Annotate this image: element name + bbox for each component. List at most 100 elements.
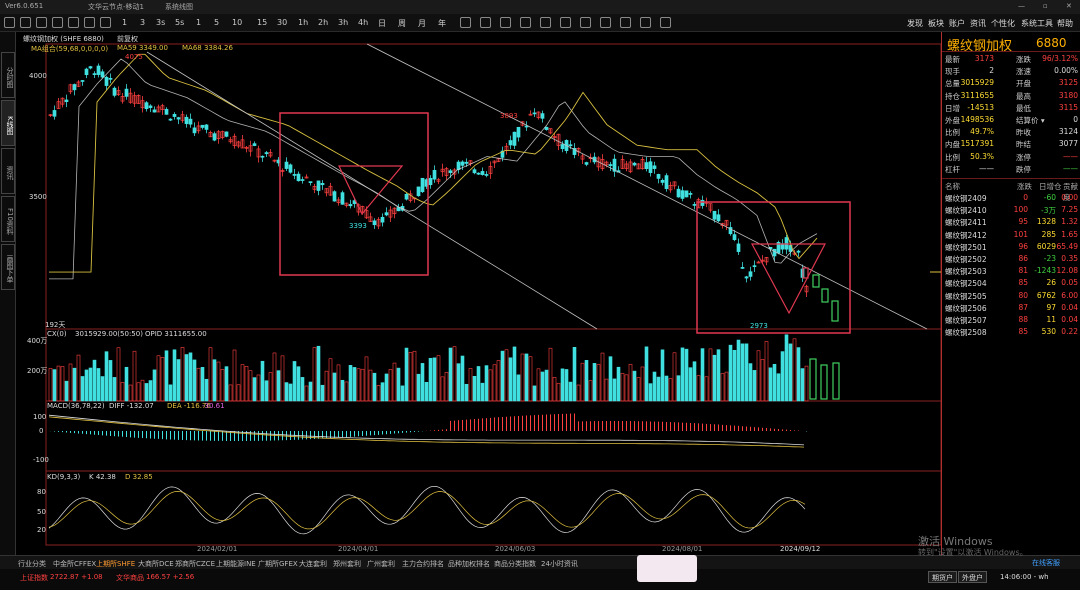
exchange-tab[interactable]: 行业分类 bbox=[18, 560, 46, 568]
header-increase[interactable]: 日增仓 bbox=[1039, 182, 1062, 191]
volume-bar bbox=[228, 384, 233, 402]
menu-system-tools[interactable]: 系统工具 bbox=[1021, 19, 1053, 28]
exchange-tab[interactable]: 广州套利 bbox=[367, 560, 395, 568]
candle-body bbox=[316, 180, 321, 191]
server-node[interactable]: 文华云节点-移动1 bbox=[88, 3, 144, 11]
period-30min[interactable]: 30 bbox=[277, 18, 288, 27]
period-4h[interactable]: 4h bbox=[358, 18, 369, 27]
system-chart-menu[interactable]: 系统线图 bbox=[165, 3, 193, 11]
close-icon[interactable]: ✕ bbox=[1066, 2, 1072, 10]
forward-icon[interactable] bbox=[20, 17, 31, 28]
notification-toast[interactable] bbox=[637, 555, 697, 582]
indicator-icon[interactable] bbox=[520, 17, 531, 28]
exchange-tab[interactable]: 郑州套利 bbox=[333, 560, 361, 568]
contract-row[interactable]: 螺纹钢2412 101 285 1.65 bbox=[945, 230, 1078, 242]
tab-timeshare[interactable]: 分时图 bbox=[1, 52, 15, 98]
contract-row[interactable]: 螺纹钢2507 88 11 0.04 bbox=[945, 315, 1078, 327]
ruler-icon[interactable] bbox=[560, 17, 571, 28]
menu-discover[interactable]: 发现 bbox=[907, 19, 923, 28]
exchange-tab[interactable]: 主力合约排名 bbox=[402, 560, 444, 568]
period-5s[interactable]: 5s bbox=[175, 18, 185, 27]
volume-bar bbox=[412, 350, 417, 402]
exchange-tab[interactable]: 大连套利 bbox=[299, 560, 327, 568]
exchange-tab[interactable]: 大商所DCE bbox=[138, 560, 174, 568]
contract-row[interactable]: 螺纹钢2502 86 -23 0.35 bbox=[945, 254, 1078, 266]
home-icon[interactable] bbox=[36, 17, 47, 28]
volume-bar bbox=[60, 366, 65, 402]
period-3[interactable]: 3 bbox=[140, 18, 146, 27]
exchange-tab[interactable]: 品种加权排名 bbox=[448, 560, 490, 568]
candle-body bbox=[168, 118, 173, 121]
exchange-tab[interactable]: 上期所SHFE bbox=[96, 560, 136, 568]
period-3h[interactable]: 3h bbox=[338, 18, 349, 27]
menu-account[interactable]: 账户 bbox=[949, 19, 965, 28]
tab-draw-order[interactable]: 画图下单 bbox=[1, 244, 15, 290]
menu-news[interactable]: 资讯 bbox=[970, 19, 986, 28]
menu-sector[interactable]: 板块 bbox=[928, 19, 944, 28]
contract-row[interactable]: 螺纹钢2501 96 6029 65.49 bbox=[945, 242, 1078, 254]
draw-icon[interactable] bbox=[460, 17, 471, 28]
period-10min[interactable]: 10 bbox=[232, 18, 243, 27]
online-service-link[interactable]: 在线客服 bbox=[1032, 559, 1060, 567]
back-icon[interactable] bbox=[4, 17, 15, 28]
sidebar: 分时图 K线图 资讯 F10资料 画图下单 bbox=[0, 32, 16, 555]
alarm-icon[interactable] bbox=[100, 17, 111, 28]
period-year[interactable]: 年 bbox=[438, 19, 446, 28]
exchange-tab[interactable]: 广期所GFEX bbox=[258, 560, 298, 568]
split-icon[interactable] bbox=[640, 17, 651, 28]
menu-help[interactable]: 帮助 bbox=[1057, 19, 1073, 28]
contract-row[interactable]: 螺纹钢2505 80 6762 6.00 bbox=[945, 291, 1078, 303]
index2-name[interactable]: 文华商品 bbox=[116, 574, 144, 582]
candle-body bbox=[764, 257, 769, 263]
header-change[interactable]: 涨跌 bbox=[1017, 182, 1032, 191]
period-1min[interactable]: 1 bbox=[196, 18, 202, 27]
settings-icon[interactable] bbox=[580, 17, 591, 28]
quote-value: 3115 bbox=[1058, 102, 1078, 112]
chart-icon[interactable] bbox=[68, 17, 79, 28]
mode-label[interactable]: 前复权 bbox=[117, 35, 138, 43]
header-name[interactable]: 名称 bbox=[945, 182, 960, 191]
refresh-icon[interactable] bbox=[660, 17, 671, 28]
exchange-tab[interactable]: 24小时资讯 bbox=[541, 560, 578, 568]
maximize-icon[interactable]: ▫ bbox=[1043, 2, 1048, 10]
exchange-tab[interactable]: 中金所CFFEX bbox=[53, 560, 97, 568]
period-1h[interactable]: 1h bbox=[298, 18, 309, 27]
list-icon[interactable] bbox=[84, 17, 95, 28]
contract-row[interactable]: 螺纹钢2508 85 530 0.22 bbox=[945, 327, 1078, 339]
tab-f10[interactable]: F10资料 bbox=[1, 196, 15, 242]
minimize-icon[interactable]: — bbox=[1018, 2, 1025, 10]
contract-row[interactable]: 螺纹钢2506 87 97 0.04 bbox=[945, 303, 1078, 315]
period-2h[interactable]: 2h bbox=[318, 18, 329, 27]
header-contrib[interactable]: 贡献度 bbox=[1063, 182, 1078, 202]
exchange-tab[interactable]: 上期能源INE bbox=[216, 560, 256, 568]
period-1-left[interactable]: 1 bbox=[122, 18, 128, 27]
futures-account-button[interactable]: 期货户 bbox=[928, 571, 957, 583]
contract-row[interactable]: 螺纹钢2411 95 1328 1.32 bbox=[945, 217, 1078, 229]
tab-news[interactable]: 资讯 bbox=[1, 148, 15, 194]
text-icon[interactable] bbox=[600, 17, 611, 28]
contract-row[interactable]: 螺纹钢2503 81 -1243 12.08 bbox=[945, 266, 1078, 278]
contract-row[interactable]: 螺纹钢2410 100 -3万 7.25 bbox=[945, 205, 1078, 217]
layout-icon[interactable] bbox=[620, 17, 631, 28]
foreign-account-button[interactable]: 外盘户 bbox=[958, 571, 987, 583]
period-15min[interactable]: 15 bbox=[257, 18, 268, 27]
tab-kline[interactable]: K线图 bbox=[1, 100, 15, 146]
exchange-tab[interactable]: 郑商所CZCE bbox=[175, 560, 215, 568]
index1-name[interactable]: 上证指数 bbox=[20, 574, 48, 582]
menu-personalize[interactable]: 个性化 bbox=[991, 19, 1015, 28]
period-month[interactable]: 月 bbox=[418, 19, 426, 28]
contract-row[interactable]: 螺纹钢2504 85 26 0.05 bbox=[945, 278, 1078, 290]
zoom-out-icon[interactable] bbox=[500, 17, 511, 28]
period-day[interactable]: 日 bbox=[378, 19, 386, 28]
period-week[interactable]: 周 bbox=[398, 19, 406, 28]
exchange-tab[interactable]: 商品分类指数 bbox=[494, 560, 536, 568]
kline-chart[interactable] bbox=[17, 32, 941, 555]
contract-row[interactable]: 螺纹钢2409 0 -60 0.00 bbox=[945, 193, 1078, 205]
chart-area[interactable]: 螺纹钢加权 (SHFE 6880) 前复权 MA组合(59,68,0,0,0,0… bbox=[17, 32, 941, 555]
period-3s[interactable]: 3s bbox=[156, 18, 166, 27]
pen-icon[interactable] bbox=[540, 17, 551, 28]
zoom-in-icon[interactable] bbox=[480, 17, 491, 28]
period-5min[interactable]: 5 bbox=[214, 18, 220, 27]
volume-bar bbox=[88, 367, 93, 402]
grid-icon[interactable] bbox=[52, 17, 63, 28]
